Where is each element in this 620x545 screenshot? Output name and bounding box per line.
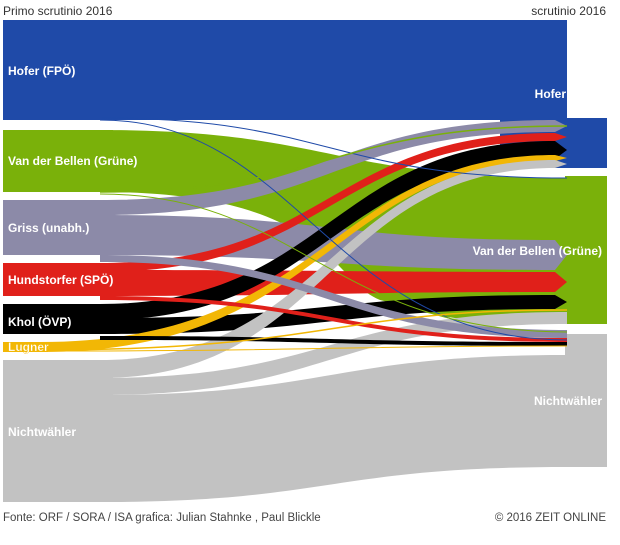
left-column-title: Primo scrutinio 2016 — [3, 4, 113, 18]
flow-khol-to-hofer — [100, 141, 567, 320]
left-label-khol: Khol (ÖVP) — [8, 314, 71, 329]
flow-vdb-to-nicht-thin — [99, 193, 568, 333]
left-label-nicht: Nichtwähler — [8, 425, 76, 439]
flow-lugner-to-nicht-thin — [39, 345, 568, 352]
left-label-hofer: Hofer (FPÖ) — [8, 63, 75, 78]
flow-hund-to-hofer — [100, 133, 567, 272]
right-node-vdb-rect — [565, 176, 607, 324]
flow-hund-to-vdb — [100, 270, 567, 296]
flow-vdb-to-hofer-thin — [99, 125, 568, 193]
left-node-griss-rect — [3, 200, 113, 255]
flow-khol-to-nicht — [100, 336, 567, 346]
left-node-lugner-rect — [3, 342, 48, 352]
left-label-hund: Hundstorfer (SPÖ) — [8, 272, 113, 287]
left-node-vdb-rect — [3, 130, 113, 192]
left-label-lugner: Lugner — [8, 340, 49, 354]
left-node-nicht-rect — [3, 360, 113, 502]
left-label-griss: Griss (unabh.) — [8, 221, 89, 235]
copyright: © 2016 ZEIT ONLINE — [494, 512, 606, 524]
right-label-hofer: Hofer (FPÖ) — [535, 86, 602, 101]
flow-khol-to-vdb — [100, 295, 567, 334]
left-node-hund-rect — [3, 263, 113, 296]
right-column-title: scrutinio 2016 — [531, 4, 606, 18]
right-label-nicht: Nichtwähler — [534, 394, 602, 408]
flow-nicht-to-vdb — [100, 312, 567, 395]
flow-nicht-to-hofer — [100, 160, 567, 378]
left-node-khol-rect — [3, 304, 113, 334]
left-label-vdb: Van der Bellen (Grüne) — [8, 154, 137, 168]
flow-nicht-to-nicht — [100, 355, 567, 502]
flow-hofer-to-vdb-thin — [99, 117, 568, 179]
flow-griss-to-nicht — [100, 255, 567, 338]
flow-lugner-to-vdb-thin — [39, 309, 568, 351]
right-node-nicht-rect — [565, 334, 607, 467]
flow-hund-to-nicht — [100, 296, 567, 342]
right-label-vdb: Van der Bellen (Grüne) — [473, 244, 602, 258]
flow-hofer-to-nicht-thin — [99, 119, 568, 341]
left-node-hofer — [3, 20, 567, 120]
source-credit: Fonte: ORF / SORA / ISA grafica: Julian … — [3, 512, 321, 524]
flow-griss-to-hofer — [100, 120, 567, 215]
